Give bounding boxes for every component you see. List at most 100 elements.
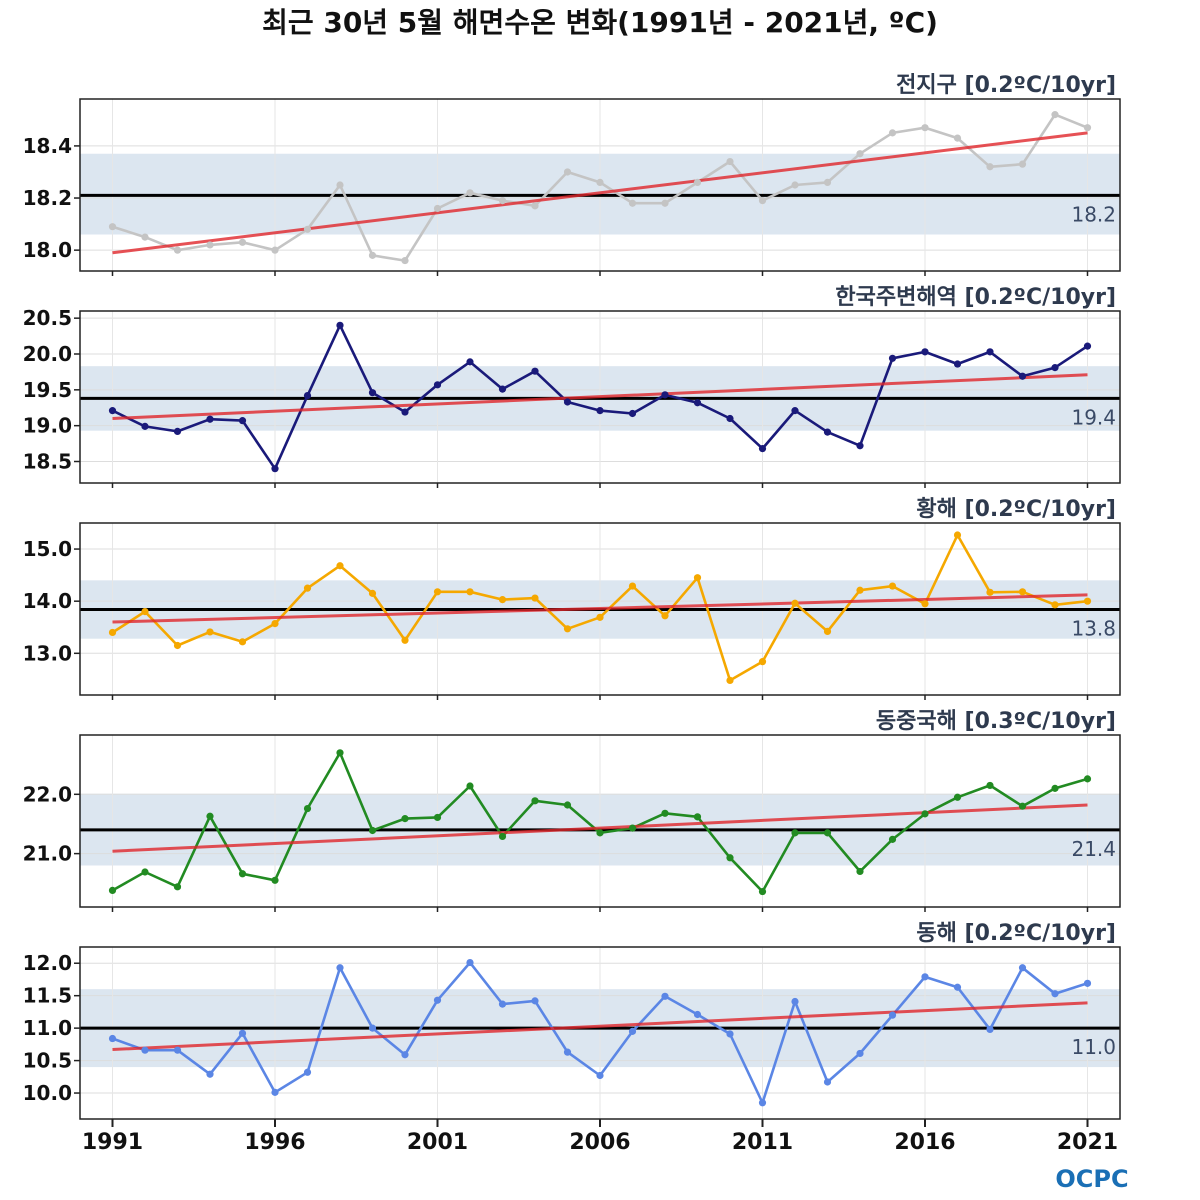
data-point — [108, 628, 117, 637]
data-point — [303, 391, 312, 400]
panel-0: 전지구 [0.2ºC/10yr] 18.0 18.2 18.4 18.2 — [23, 73, 1121, 276]
data-point — [921, 124, 929, 132]
data-point — [823, 1078, 832, 1086]
data-point — [173, 641, 182, 650]
data-point — [791, 997, 799, 1006]
x-tick-label: 1991 — [82, 1130, 143, 1155]
data-point — [693, 1010, 702, 1019]
mean-label: 13.8 — [1071, 617, 1116, 641]
data-point — [173, 427, 182, 435]
data-point — [596, 1071, 604, 1080]
data-point — [141, 608, 149, 616]
data-point — [791, 599, 799, 607]
data-point — [271, 246, 279, 254]
panel-title: 황해 [0.2ºC/10yr] — [916, 497, 1116, 522]
data-point — [953, 983, 962, 991]
y-tick-label: 18.2 — [23, 186, 72, 210]
data-point — [531, 797, 539, 805]
x-tick-label: 2016 — [894, 1130, 955, 1155]
data-point — [563, 398, 572, 406]
data-point — [563, 168, 572, 176]
panel-4: 동해 [0.2ºC/10yr] 10.0 10.5 11.0 11.5 12.0 11.0 — [23, 921, 1121, 1124]
data-point — [888, 1011, 897, 1019]
y-tick-label: 21.0 — [23, 842, 72, 866]
panel-title: 한국주변해역 [0.2ºC/10yr] — [835, 285, 1116, 310]
data-point — [1051, 990, 1059, 998]
data-point — [888, 835, 897, 843]
data-point — [108, 223, 117, 231]
data-point — [368, 389, 377, 397]
data-point — [823, 178, 832, 186]
data-point — [368, 251, 377, 259]
y-tick-label: 13.0 — [23, 641, 72, 665]
data-point — [1018, 588, 1027, 596]
data-point — [336, 749, 344, 757]
data-point — [921, 600, 929, 608]
data-point — [986, 348, 994, 356]
data-point — [206, 415, 214, 423]
data-point — [108, 407, 117, 415]
data-point — [953, 531, 962, 539]
x-tick-label: 2011 — [732, 1130, 793, 1155]
data-point — [758, 658, 767, 666]
data-point — [173, 246, 182, 254]
data-point — [498, 832, 507, 841]
data-point — [888, 582, 897, 590]
data-point — [953, 360, 962, 368]
data-point — [141, 868, 149, 876]
data-point — [368, 589, 377, 597]
y-tick-label: 12.0 — [23, 951, 72, 975]
data-point — [141, 1046, 149, 1054]
y-tick-label: 20.5 — [23, 306, 72, 330]
data-point — [173, 883, 182, 891]
data-point — [141, 422, 149, 430]
data-point — [661, 391, 669, 399]
data-point — [498, 1000, 507, 1008]
data-point — [758, 1099, 767, 1107]
data-point — [238, 638, 247, 646]
data-point — [953, 793, 962, 801]
data-point — [271, 1088, 279, 1096]
y-tick-label: 14.0 — [23, 589, 72, 613]
data-point — [531, 367, 539, 375]
data-point — [986, 781, 994, 790]
y-tick-label: 19.0 — [23, 414, 72, 438]
data-point — [856, 442, 864, 450]
data-point — [726, 157, 734, 166]
data-point — [466, 782, 474, 790]
mean-label: 18.2 — [1071, 202, 1116, 226]
x-axis: 1991 1996 2001 2006 2011 2016 2021 — [82, 1119, 1118, 1155]
data-point — [693, 574, 702, 582]
panel-title: 동중국해 [0.3ºC/10yr] — [876, 709, 1116, 734]
data-point — [596, 613, 604, 621]
data-point — [466, 958, 474, 967]
data-point — [1083, 775, 1092, 783]
y-tick-label: 11.0 — [23, 1016, 72, 1040]
chart-title: 최근 30년 5월 해면수온 변화(1991년 - 2021년, ºC) — [262, 6, 938, 39]
data-point — [368, 1024, 377, 1032]
data-point — [303, 584, 312, 592]
data-point — [921, 973, 929, 981]
data-point — [888, 129, 897, 137]
data-point — [1018, 802, 1027, 810]
data-point — [271, 876, 279, 884]
data-point — [823, 829, 832, 837]
data-point — [336, 321, 344, 329]
panel-1: 한국주변해역 [0.2ºC/10yr] 18.5 19.0 19.5 20.0 20.5 1… — [23, 285, 1121, 488]
data-point — [206, 812, 214, 820]
data-point — [401, 636, 409, 644]
data-point — [563, 1048, 572, 1056]
data-point — [791, 407, 799, 415]
data-point — [401, 256, 409, 265]
y-tick-label: 18.4 — [23, 134, 72, 158]
y-tick-label: 10.5 — [23, 1049, 72, 1073]
mean-label: 11.0 — [1071, 1035, 1116, 1059]
mean-label: 21.4 — [1071, 837, 1116, 861]
data-point — [856, 586, 864, 594]
data-point — [303, 225, 312, 233]
data-point — [108, 886, 117, 894]
data-point — [661, 612, 669, 620]
data-point — [693, 178, 702, 186]
data-point — [726, 414, 734, 423]
data-point — [1083, 979, 1092, 987]
